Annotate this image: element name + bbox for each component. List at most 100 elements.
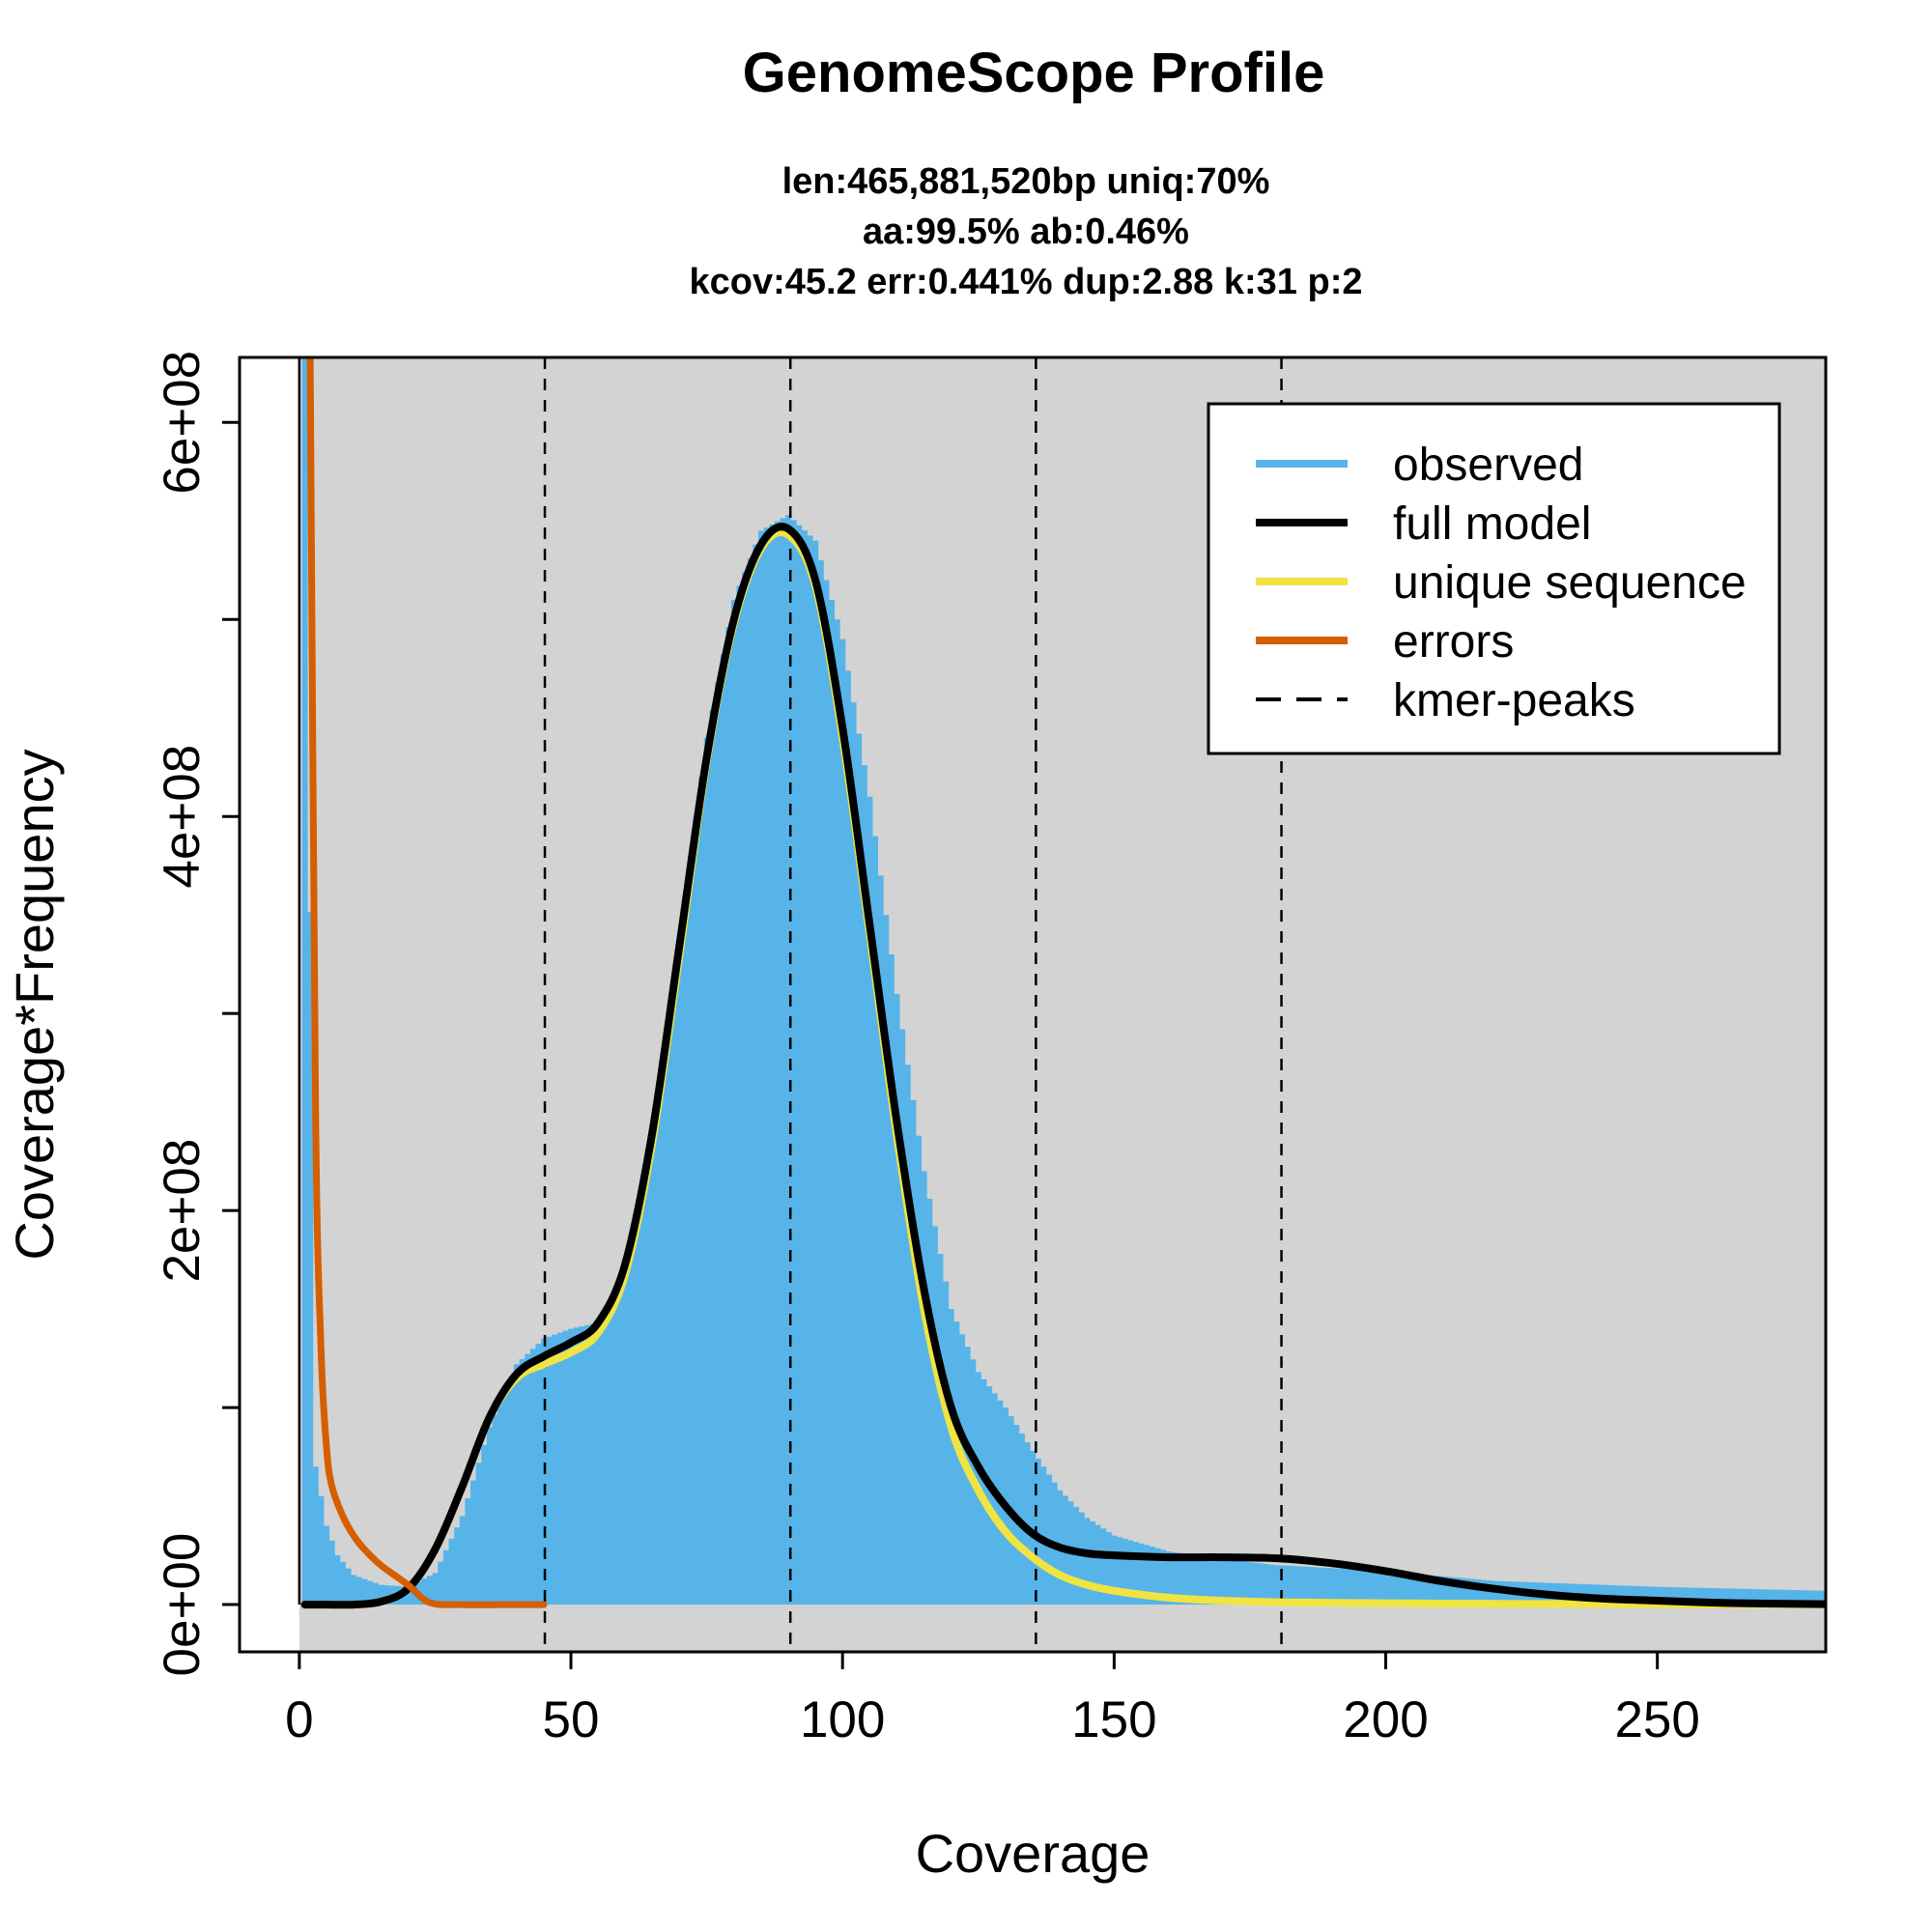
observed-bar <box>595 1322 602 1605</box>
observed-bar <box>774 521 781 1605</box>
observed-bar <box>986 1386 993 1605</box>
observed-bar <box>1073 1506 1080 1605</box>
observed-bar <box>817 560 824 1605</box>
observed-bar <box>730 599 737 1605</box>
observed-bar <box>622 1269 629 1605</box>
observed-bar <box>1247 1562 1254 1605</box>
observed-bar <box>639 1186 645 1605</box>
observed-bar <box>1035 1459 1041 1605</box>
observed-bar <box>845 670 851 1605</box>
observed-bar <box>1643 1586 1650 1605</box>
observed-bar <box>513 1364 520 1605</box>
observed-bar <box>1192 1555 1199 1605</box>
observed-bar <box>1464 1578 1470 1605</box>
observed-bar <box>579 1326 585 1605</box>
observed-bar <box>1382 1571 1389 1605</box>
observed-bar <box>1024 1441 1031 1605</box>
y-tick-label: 0e+00 <box>154 1533 211 1677</box>
observed-bar <box>720 654 726 1605</box>
x-tick-label: 0 <box>285 1691 313 1748</box>
observed-bar <box>715 682 721 1605</box>
y-tick-label: 6e+08 <box>154 351 211 495</box>
observed-bar <box>899 1029 906 1605</box>
observed-bar <box>861 765 867 1605</box>
observed-bar <box>1649 1586 1656 1605</box>
x-tick-label: 50 <box>543 1691 600 1748</box>
observed-bar <box>1692 1587 1699 1605</box>
observed-bar <box>1409 1573 1416 1605</box>
observed-bar <box>959 1334 966 1605</box>
observed-bar <box>953 1321 960 1605</box>
observed-bar <box>438 1561 444 1605</box>
observed-bar <box>421 1578 428 1605</box>
observed-bar <box>1328 1568 1335 1605</box>
x-tick-label: 150 <box>1071 1691 1156 1748</box>
observed-bar <box>1774 1589 1780 1605</box>
observed-bar <box>1117 1537 1123 1605</box>
observed-bar <box>1177 1552 1182 1605</box>
observed-bar <box>1225 1559 1232 1605</box>
observed-bar <box>693 816 699 1605</box>
observed-bar <box>943 1281 950 1605</box>
observed-bar <box>312 1466 319 1605</box>
observed-bar <box>1078 1512 1085 1605</box>
observed-bar <box>628 1241 634 1605</box>
observed-bar <box>1345 1569 1351 1605</box>
observed-bar <box>492 1414 498 1605</box>
observed-bar <box>671 974 677 1605</box>
observed-bar <box>442 1549 449 1605</box>
observed-bar <box>328 1540 335 1605</box>
observed-bar <box>877 875 884 1605</box>
observed-bar <box>600 1312 607 1605</box>
observed-bar <box>1274 1565 1281 1605</box>
observed-bar <box>1709 1588 1716 1605</box>
observed-bar <box>1127 1540 1134 1605</box>
observed-bar <box>1214 1558 1221 1605</box>
observed-bar <box>1475 1579 1482 1605</box>
observed-bar <box>1187 1554 1194 1605</box>
observed-bar <box>1681 1587 1688 1605</box>
observed-bar <box>872 836 879 1605</box>
x-axis-label: Coverage <box>916 1823 1151 1884</box>
plot-frame <box>238 355 1828 1654</box>
observed-bar <box>486 1427 493 1605</box>
observed-bar <box>345 1568 352 1605</box>
observed-bar <box>753 544 759 1605</box>
observed-bar <box>742 572 749 1605</box>
observed-bar <box>894 993 900 1605</box>
observed-bar <box>1633 1585 1639 1605</box>
observed-bar <box>643 1159 650 1605</box>
observed-bar <box>1198 1555 1205 1605</box>
observed-bar <box>736 585 743 1605</box>
observed-bar <box>529 1349 536 1605</box>
subtitle-line-1: len:465,881,520bp uniq:70% <box>782 161 1270 202</box>
observed-bar <box>1622 1585 1629 1605</box>
observed-bar <box>334 1555 341 1605</box>
observed-bar <box>1285 1565 1292 1605</box>
observed-bar <box>834 619 840 1605</box>
observed-bar <box>475 1463 482 1605</box>
observed-bar <box>660 1052 667 1605</box>
observed-bar <box>1665 1586 1672 1605</box>
observed-bar <box>1453 1577 1460 1605</box>
observed-bar <box>367 1580 374 1605</box>
observed-bar <box>1334 1568 1341 1605</box>
observed-bar <box>611 1291 618 1605</box>
observed-bar <box>1388 1571 1395 1605</box>
observed-bar <box>589 1323 596 1605</box>
observed-bar <box>307 912 314 1605</box>
observed-bar <box>1355 1569 1362 1605</box>
observed-bar <box>980 1378 987 1605</box>
observed-bar <box>1687 1587 1693 1605</box>
observed-bar <box>948 1309 954 1605</box>
observed-bar <box>1361 1570 1368 1605</box>
observed-bar <box>355 1577 362 1605</box>
observed-bar <box>682 895 689 1605</box>
observed-bar <box>991 1393 998 1605</box>
legend-label-unique-sequence: unique sequence <box>1393 557 1747 609</box>
observed-bar <box>1432 1575 1438 1605</box>
observed-bar <box>769 524 776 1605</box>
observed-bar <box>807 535 813 1605</box>
observed-bar <box>1149 1547 1155 1605</box>
